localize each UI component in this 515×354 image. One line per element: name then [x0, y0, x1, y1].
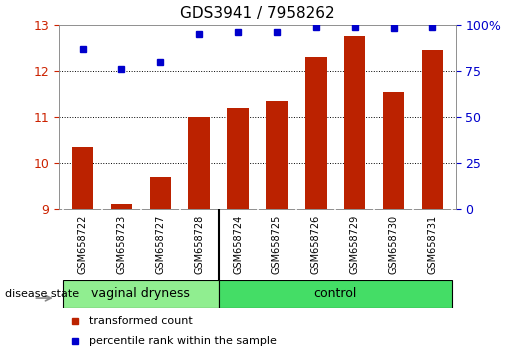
Bar [227, 108, 249, 209]
Bar [219, 280, 452, 308]
Text: GSM658723: GSM658723 [116, 215, 126, 274]
Text: GSM658724: GSM658724 [233, 215, 243, 274]
Bar [305, 57, 327, 209]
Title: GDS3941 / 7958262: GDS3941 / 7958262 [180, 6, 335, 21]
Text: GSM658730: GSM658730 [389, 215, 399, 274]
Bar [383, 91, 404, 209]
Text: GSM658726: GSM658726 [311, 215, 321, 274]
Text: vaginal dryness: vaginal dryness [92, 287, 191, 300]
Text: GSM658729: GSM658729 [350, 215, 359, 274]
Text: percentile rank within the sample: percentile rank within the sample [89, 336, 277, 346]
Text: GSM658728: GSM658728 [194, 215, 204, 274]
Text: disease state: disease state [5, 289, 79, 299]
Text: GSM658731: GSM658731 [427, 215, 437, 274]
Text: GSM658725: GSM658725 [272, 215, 282, 274]
Bar [344, 36, 365, 209]
Bar [111, 204, 132, 209]
Bar [188, 117, 210, 209]
Text: transformed count: transformed count [89, 316, 193, 326]
Text: GSM658727: GSM658727 [156, 215, 165, 274]
Bar [422, 50, 443, 209]
Bar [150, 177, 171, 209]
Bar [266, 101, 288, 209]
Text: GSM658722: GSM658722 [78, 215, 88, 274]
Text: control: control [314, 287, 357, 300]
Bar [63, 280, 219, 308]
Bar [72, 147, 93, 209]
